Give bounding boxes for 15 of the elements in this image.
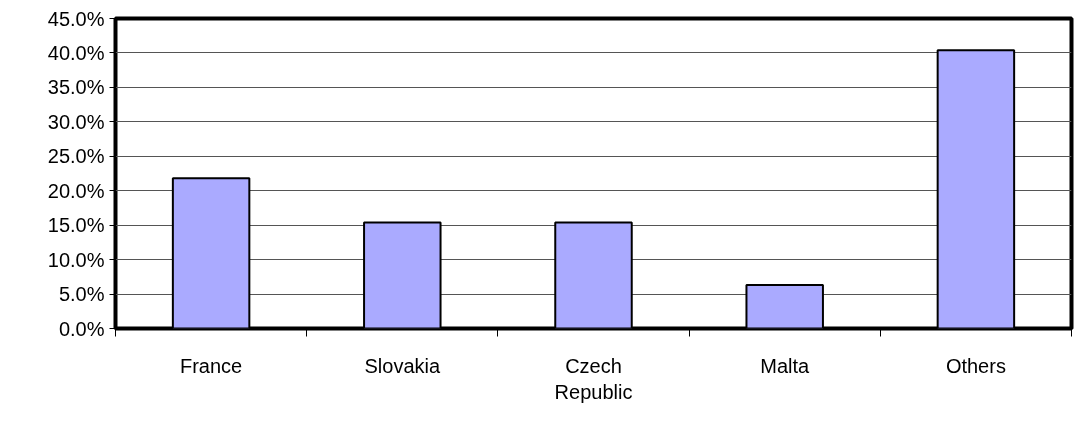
y-tick-label: 20.0% <box>47 179 105 202</box>
x-tick-label: France <box>179 354 243 377</box>
x-tick-label: Others <box>945 354 1006 377</box>
y-tick-label: 0.0% <box>58 317 105 340</box>
y-tick-label: 5.0% <box>58 283 105 306</box>
y-tick-label: 45.0% <box>47 7 105 30</box>
y-tick-label: 40.0% <box>47 41 105 64</box>
y-tick-label: 30.0% <box>47 110 105 133</box>
y-tick-label: 15.0% <box>47 214 105 237</box>
x-tick-label: Slovakia <box>364 354 441 377</box>
y-tick-label: 35.0% <box>47 76 105 99</box>
x-tick-label: Czech Republic <box>554 354 633 403</box>
y-tick-label: 25.0% <box>47 145 105 168</box>
x-tick-label: Malta <box>760 354 811 377</box>
y-tick-label: 10.0% <box>47 248 105 271</box>
